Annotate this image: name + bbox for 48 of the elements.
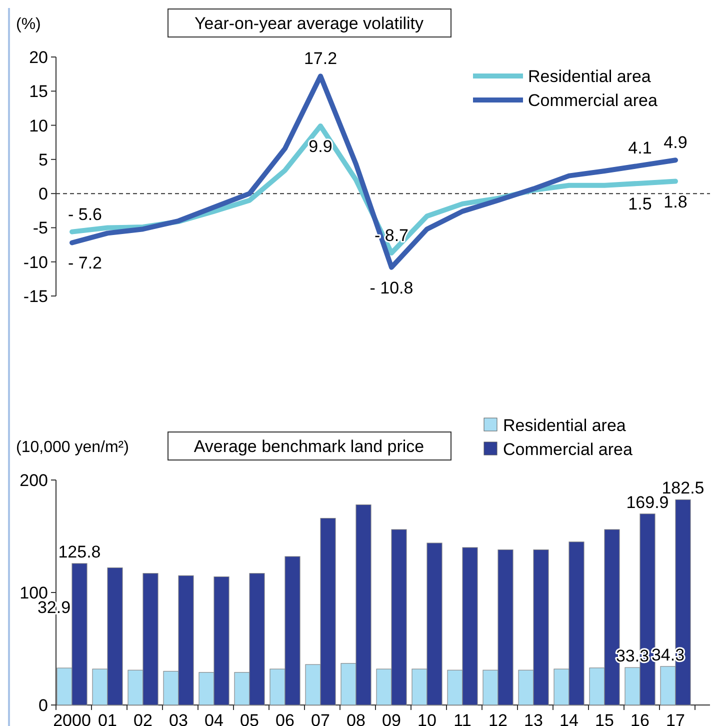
x-tick-label: 07 — [311, 711, 330, 726]
x-tick-label: 16 — [630, 711, 650, 726]
y-axis-title: (%) — [16, 16, 41, 33]
data-label: 17.2 — [304, 49, 338, 68]
data-label: 4.9 — [664, 133, 688, 152]
y-tick-label: 15 — [29, 82, 48, 102]
y-tick-label: 200 — [20, 471, 48, 490]
chart-title: Average benchmark land price — [194, 437, 424, 456]
data-label: - 10.8 — [370, 278, 414, 298]
x-tick-label: 04 — [204, 711, 224, 726]
y-tick-label: -10 — [23, 252, 48, 272]
y-tick-label: 100 — [20, 584, 48, 602]
data-label: 169.9 — [626, 492, 669, 512]
y-tick-label: 10 — [29, 116, 48, 136]
x-tick-label: 17 — [666, 711, 685, 726]
y-tick-label: -15 — [23, 287, 48, 306]
x-tick-label: 06 — [276, 711, 294, 726]
y-tick-label: -5 — [32, 218, 48, 238]
data-label: 125.8 — [58, 542, 101, 562]
x-tick-label: 09 — [382, 711, 401, 726]
chart-title: Year-on-year average volatility — [194, 14, 424, 33]
data-label: - 7.2 — [68, 254, 102, 273]
x-tick-label: 08 — [346, 711, 366, 726]
x-tick-label: 11 — [454, 711, 472, 726]
y-tick-label: 5 — [38, 150, 48, 170]
data-label: 4.1 — [628, 138, 652, 158]
data-label: 1.8 — [664, 192, 688, 212]
legend-label: Commercial area — [503, 440, 633, 459]
legend-label: Residential area — [503, 416, 626, 435]
x-tick-label: 2000 — [53, 711, 91, 726]
y-tick-label: 0 — [38, 696, 48, 715]
x-tick-label: 10 — [418, 711, 436, 726]
x-tick-label: 12 — [488, 711, 508, 726]
x-tick-label: 01 — [98, 711, 117, 726]
legend-label: Commercial area — [528, 91, 658, 110]
legend-label: Residential area — [528, 67, 652, 86]
x-tick-label: 02 — [134, 711, 152, 726]
data-label: - 5.6 — [68, 204, 102, 224]
x-tick-label: 14 — [560, 711, 578, 726]
x-tick-label: 13 — [524, 711, 543, 726]
data-label: 9.9 — [308, 136, 332, 156]
y-axis-title: (10,000 yen/m²) — [16, 439, 129, 456]
x-tick-label: 15 — [595, 711, 614, 726]
data-label: 1.5 — [628, 194, 652, 214]
y-tick-label: 0 — [38, 184, 48, 204]
x-tick-label: 03 — [169, 711, 188, 726]
y-tick-label: 20 — [29, 48, 48, 67]
x-tick-label: 05 — [240, 711, 259, 726]
